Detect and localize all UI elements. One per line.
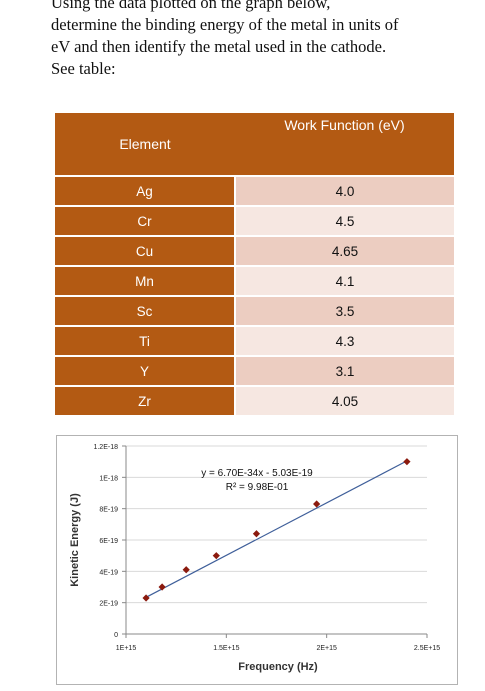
data-point: [252, 530, 261, 538]
question-line: Using the data plotted on the graph belo…: [51, 0, 331, 12]
x-tick-label: 1E+15: [116, 645, 137, 652]
y-tick-label: 4E-19: [99, 569, 118, 576]
trendline-equation: y = 6.70E-34x - 5.03E-19: [201, 468, 313, 479]
element-cell: Sc: [55, 295, 235, 326]
y-tick-label: 2E-19: [99, 601, 118, 608]
question-line: eV and then identify the metal used in t…: [51, 37, 387, 56]
data-point: [158, 583, 166, 591]
y-tick-label: 1.2E-18: [93, 444, 118, 451]
question-text: Using the data plotted on the graph belo…: [51, 0, 471, 80]
y-tick-label: 8E-19: [99, 507, 118, 514]
kinetic-energy-chart: 0 2E-19 4E-19 6E-19 8E-19 1E-18 1.2E-18 1E+15 1.…: [56, 435, 458, 685]
x-tick-label: 2.5E+15: [414, 645, 440, 652]
work-function-cell: 4.3: [234, 325, 454, 356]
table-row: Cr 4.5: [55, 205, 454, 236]
header-work-function: Work Function (eV): [235, 113, 454, 176]
trendline: [145, 460, 408, 598]
chart-svg: 0 2E-19 4E-19 6E-19 8E-19 1E-18 1.2E-18 1E+15 1.…: [69, 444, 440, 673]
data-point: [212, 552, 220, 560]
element-cell: Cu: [55, 235, 235, 266]
question-line: See table:: [51, 59, 116, 78]
work-function-table: Element Work Function (eV) Ag 4.0 Cr 4.5…: [55, 113, 454, 415]
element-cell: Y: [55, 355, 235, 386]
table-row: Ti 4.3: [55, 325, 454, 356]
y-tick-label: 1E-18: [99, 475, 118, 482]
work-function-cell: 3.1: [234, 355, 454, 386]
data-point: [403, 458, 411, 466]
header-element: Element: [55, 113, 235, 176]
y-tick-label: 0: [114, 632, 118, 639]
data-point: [182, 566, 190, 574]
y-axis-title: Kinetic Energy (J): [69, 493, 81, 587]
element-cell: Mn: [55, 265, 235, 296]
table-row: Zr 4.05: [55, 385, 454, 415]
work-function-cell: 4.0: [234, 175, 454, 206]
element-cell: Ag: [55, 175, 235, 206]
x-tick-label: 1.5E+15: [213, 645, 239, 652]
element-cell: Zr: [55, 385, 235, 415]
trendline-r-squared: R² = 9.98E-01: [226, 482, 289, 493]
element-cell: Ti: [55, 325, 235, 356]
y-tick-label: 6E-19: [99, 538, 118, 545]
work-function-cell: 4.65: [234, 235, 454, 266]
table-row: Ag 4.0: [55, 175, 454, 206]
work-function-cell: 4.05: [234, 385, 454, 415]
question-line: determine the binding energy of the meta…: [51, 15, 399, 34]
data-point: [313, 500, 321, 508]
table-row: Y 3.1: [55, 355, 454, 386]
table-row: Cu 4.65: [55, 235, 454, 266]
x-tick-label: 2E+15: [316, 645, 337, 652]
x-axis-title: Frequency (Hz): [238, 661, 318, 673]
table-row: Mn 4.1: [55, 265, 454, 296]
work-function-cell: 3.5: [234, 295, 454, 326]
work-function-cell: 4.5: [234, 205, 454, 236]
work-function-cell: 4.1: [234, 265, 454, 296]
element-cell: Cr: [55, 205, 235, 236]
table-row: Sc 3.5: [55, 295, 454, 326]
